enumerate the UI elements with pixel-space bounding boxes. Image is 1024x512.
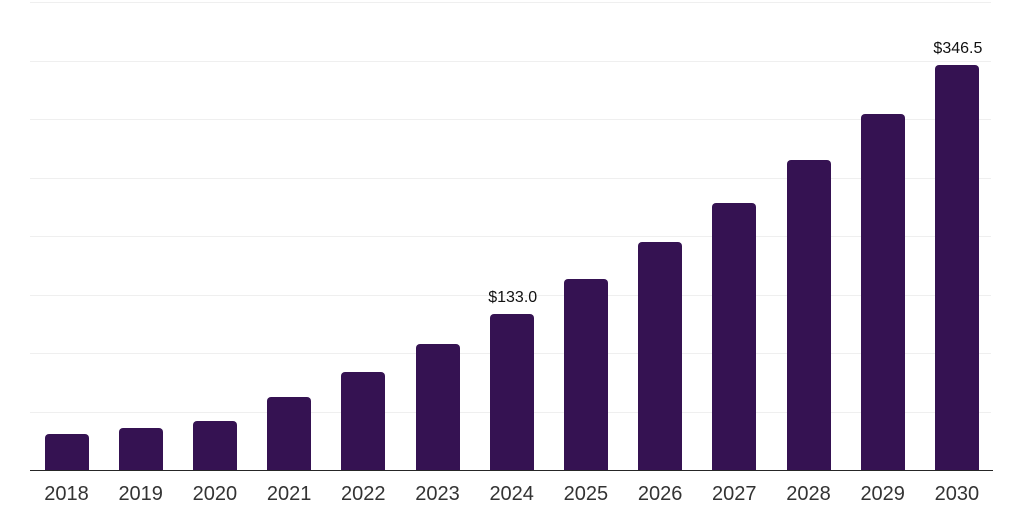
gridline — [30, 60, 991, 62]
value-label-2030: $346.5 — [933, 39, 983, 57]
bar-2018 — [44, 433, 89, 470]
gridline — [30, 236, 991, 237]
bar-2022 — [341, 372, 386, 470]
x-axis-label-2025: 2025 — [563, 483, 609, 505]
bar-2028 — [786, 159, 831, 470]
bar-2023 — [415, 344, 460, 470]
gridline — [30, 294, 991, 296]
x-axis-label-2022: 2022 — [341, 483, 386, 505]
gridline — [30, 177, 991, 179]
x-axis-label-2019: 2019 — [118, 483, 163, 505]
x-axis: 2018 2019 2020 2021 2022 2023 2024 2025 2026 2027… — [0, 481, 1024, 507]
bar-2021 — [267, 396, 312, 470]
bar-2030 — [934, 64, 979, 470]
x-axis-label-2018: 2018 — [44, 483, 89, 505]
bar-2027 — [712, 203, 757, 470]
x-axis-label-2024: 2024 — [489, 483, 534, 505]
bar-2020 — [192, 420, 237, 470]
x-axis-label-2030: 2030 — [934, 483, 980, 505]
gridline — [30, 119, 991, 120]
bar-2019 — [118, 427, 163, 470]
x-axis-label-2023: 2023 — [415, 483, 460, 505]
plot-area: $133.0 $346.5 — [30, 2, 993, 471]
x-axis-label-2029: 2029 — [860, 483, 905, 505]
bar-2026 — [638, 241, 683, 470]
gridline — [30, 2, 991, 3]
x-axis-label-2027: 2027 — [712, 483, 757, 505]
bar-2029 — [860, 114, 905, 470]
x-axis-label-2026: 2026 — [637, 483, 683, 505]
value-label-2024: $133.0 — [488, 289, 538, 307]
x-axis-label-2028: 2028 — [786, 483, 831, 505]
bar-2025 — [563, 279, 608, 470]
x-axis-label-2020: 2020 — [192, 483, 238, 505]
bar-2024 — [489, 314, 534, 470]
x-axis-label-2021: 2021 — [266, 483, 312, 505]
